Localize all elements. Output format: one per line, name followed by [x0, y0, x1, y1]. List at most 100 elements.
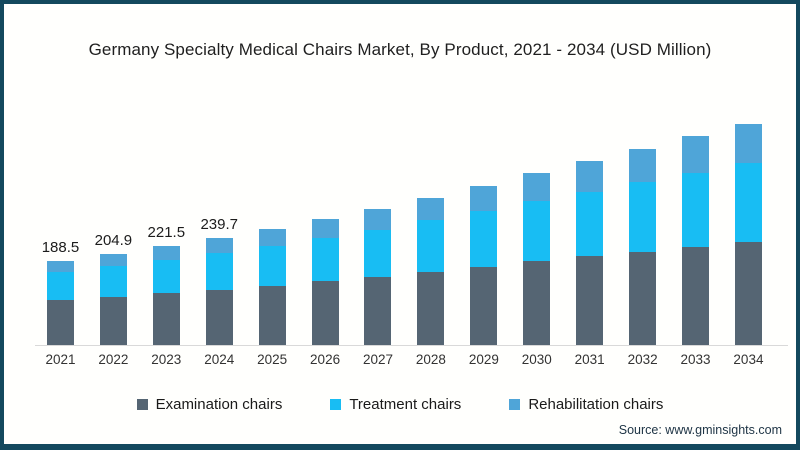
stacked-bar: [523, 172, 551, 345]
bar-segment-treatment-chairs: [205, 252, 233, 290]
bar-segment-treatment-chairs: [576, 191, 604, 257]
bar-segment-treatment-chairs: [734, 163, 762, 243]
bar-segment-examination-chairs: [205, 289, 233, 345]
legend-item: Treatment chairs: [330, 396, 461, 413]
stacked-bar: [629, 148, 657, 345]
x-axis-label: 2025: [257, 352, 288, 367]
bar-segment-examination-chairs: [258, 285, 286, 345]
bar-column-2033: [669, 110, 722, 345]
bar-segment-treatment-chairs: [682, 173, 710, 247]
stacked-bar: [258, 229, 286, 345]
bar-segment-rehabilitation-chairs: [682, 136, 710, 174]
bar-segment-examination-chairs: [629, 251, 657, 345]
stacked-bar: [417, 197, 445, 345]
stacked-bar: [576, 161, 604, 345]
bar-segment-examination-chairs: [99, 296, 127, 345]
bar-column-2022: 204.9: [87, 110, 140, 345]
bar-segment-treatment-chairs: [258, 245, 286, 286]
bar-segment-examination-chairs: [734, 242, 762, 345]
bar-segment-rehabilitation-chairs: [576, 161, 604, 192]
bar-column-2032: [616, 110, 669, 345]
x-axis-labels: 2021 2022 2023 2024 2025 2026 2027 2028 2029 2030…: [34, 352, 775, 367]
stacked-bar: [364, 209, 392, 345]
bar-value-label: 221.5: [147, 224, 186, 242]
legend: Examination chairs Treatment chairs Rehabi…: [4, 396, 796, 413]
bar-segment-treatment-chairs: [629, 182, 657, 252]
plot-area: 188.5 204.9 221.5 239.7 2021 2022 2023 2024 202…: [4, 4, 796, 444]
stacked-bar: [682, 136, 710, 345]
bar-segment-rehabilitation-chairs: [46, 261, 74, 272]
bars-container: 188.5 204.9 221.5 239.7: [34, 110, 775, 345]
bar-segment-rehabilitation-chairs: [258, 229, 286, 246]
stacked-bar: [99, 253, 127, 345]
bar-segment-examination-chairs: [523, 261, 551, 345]
bar-segment-rehabilitation-chairs: [364, 209, 392, 230]
bar-segment-examination-chairs: [46, 300, 74, 345]
bar-column-2026: [299, 110, 352, 345]
x-axis-label: 2027: [362, 352, 394, 367]
x-axis-label: 2024: [204, 352, 235, 367]
bar-segment-rehabilitation-chairs: [205, 238, 233, 253]
bar-column-2028: [404, 110, 457, 345]
bar-segment-rehabilitation-chairs: [470, 185, 498, 211]
x-axis-label: 2021: [45, 352, 76, 367]
bar-segment-treatment-chairs: [470, 210, 498, 267]
x-axis-label: 2031: [574, 352, 605, 367]
bar-segment-examination-chairs: [152, 293, 180, 345]
legend-item: Rehabilitation chairs: [509, 396, 663, 413]
bar-segment-treatment-chairs: [523, 200, 551, 262]
bar-segment-rehabilitation-chairs: [523, 172, 551, 201]
bar-segment-treatment-chairs: [99, 265, 127, 297]
stacked-bar: [205, 238, 233, 345]
x-axis-line: [35, 345, 788, 346]
legend-swatch-icon: [330, 399, 342, 410]
bar-segment-rehabilitation-chairs: [629, 148, 657, 183]
bar-value-label: 239.7: [200, 216, 238, 234]
x-axis-label: 2034: [733, 352, 764, 367]
stacked-bar: [734, 123, 762, 345]
bar-segment-rehabilitation-chairs: [152, 246, 180, 260]
bar-column-2021: 188.5: [34, 110, 87, 345]
x-axis-label: 2023: [151, 352, 182, 367]
source-attribution: Source: www.gminsights.com: [618, 423, 782, 437]
x-axis-label: 2028: [415, 352, 446, 367]
bar-segment-examination-chairs: [682, 246, 710, 345]
bar-segment-treatment-chairs: [46, 271, 74, 301]
legend-swatch-icon: [136, 399, 148, 410]
chart-title: Germany Specialty Medical Chairs Market,…: [88, 40, 712, 59]
bar-value-label: 188.5: [41, 239, 80, 257]
bar-segment-examination-chairs: [576, 256, 604, 345]
stacked-bar: [470, 185, 498, 345]
bar-segment-treatment-chairs: [152, 259, 180, 294]
chart-background: Germany Specialty Medical Chairs Market,…: [4, 4, 796, 444]
legend-label: Examination chairs: [155, 396, 283, 413]
stacked-bar: [46, 261, 74, 345]
bar-value-label: 204.9: [94, 231, 133, 249]
legend-label: Treatment chairs: [349, 396, 462, 413]
x-axis-label: 2029: [468, 352, 499, 367]
legend-label: Rehabilitation chairs: [528, 396, 664, 413]
bar-segment-rehabilitation-chairs: [311, 219, 339, 238]
bar-segment-treatment-chairs: [311, 237, 339, 282]
bar-column-2031: [563, 110, 616, 345]
legend-item: Examination chairs: [136, 396, 283, 413]
x-axis-label: 2032: [627, 352, 658, 367]
bar-segment-examination-chairs: [364, 276, 392, 345]
x-axis-label: 2022: [98, 352, 129, 367]
bar-segment-rehabilitation-chairs: [417, 197, 445, 221]
bar-segment-rehabilitation-chairs: [99, 253, 127, 266]
bar-column-2034: [722, 110, 775, 345]
bar-segment-examination-chairs: [417, 271, 445, 345]
bar-segment-examination-chairs: [470, 266, 498, 345]
stacked-bar: [311, 219, 339, 345]
x-axis-label: 2033: [680, 352, 711, 367]
x-axis-label: 2030: [521, 352, 552, 367]
bar-segment-treatment-chairs: [364, 229, 392, 277]
bar-segment-examination-chairs: [311, 281, 339, 345]
bar-segment-rehabilitation-chairs: [734, 123, 762, 164]
bar-column-2023: 221.5: [140, 110, 193, 345]
bar-column-2030: [510, 110, 563, 345]
stacked-bar: [152, 246, 180, 345]
x-axis-label: 2026: [310, 352, 341, 367]
